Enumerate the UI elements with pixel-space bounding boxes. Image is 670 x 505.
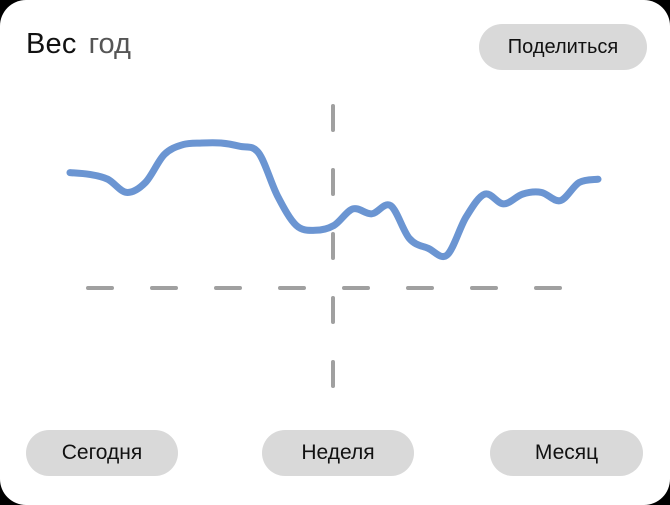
period-label: год	[88, 28, 131, 60]
page-title: Вес	[26, 28, 77, 60]
range-today-button[interactable]: Сегодня	[26, 430, 178, 476]
range-month-button[interactable]: Месяц	[490, 430, 643, 476]
series-line	[66, 139, 602, 261]
range-week-button[interactable]: Неделя	[262, 430, 414, 476]
share-button[interactable]: Поделиться	[479, 24, 647, 70]
header: Вес год	[26, 28, 131, 64]
